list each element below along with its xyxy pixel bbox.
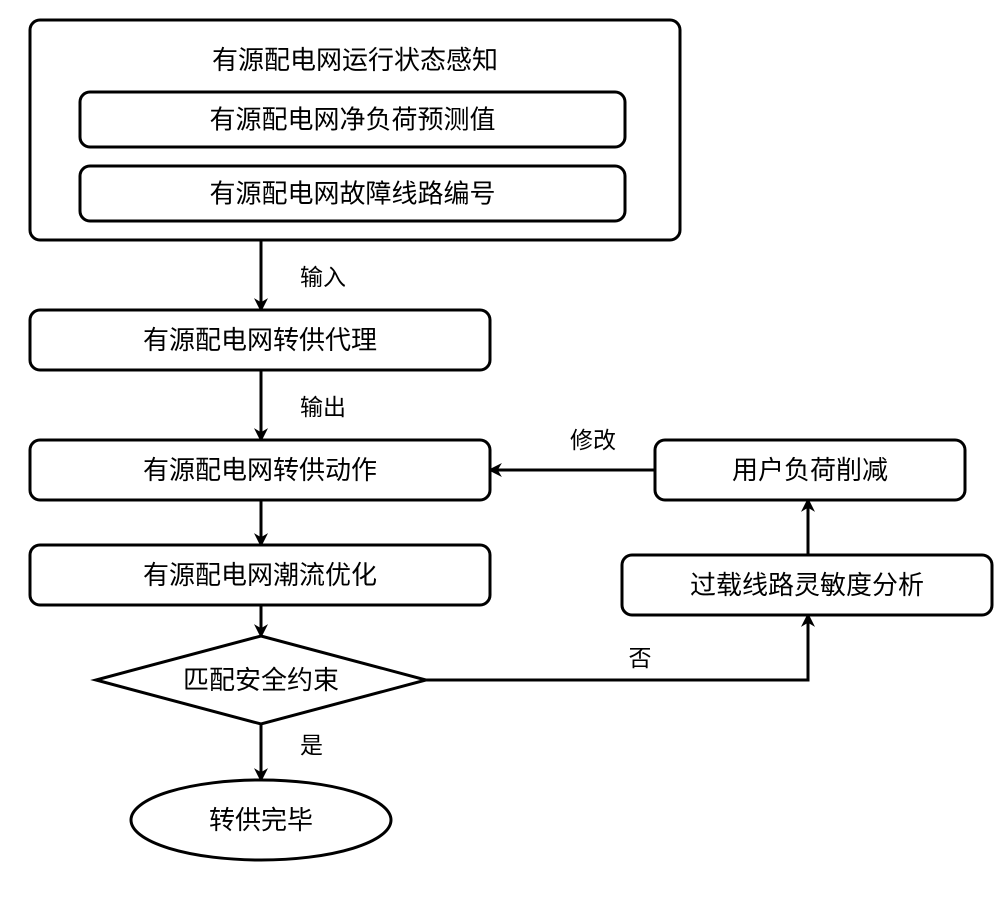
node-label-fault_line: 有源配电网故障线路编号 xyxy=(209,179,495,209)
node-agent: 有源配电网转供代理 xyxy=(30,310,490,370)
node-label-sensitivity: 过载线路灵敏度分析 xyxy=(690,570,924,600)
node-sensitivity: 过载线路灵敏度分析 xyxy=(622,555,992,615)
node-label-net_load: 有源配电网净负荷预测值 xyxy=(209,105,495,135)
node-net_load: 有源配电网净负荷预测值 xyxy=(80,92,625,147)
node-label-done: 转供完毕 xyxy=(209,805,313,835)
node-label-agent: 有源配电网转供代理 xyxy=(143,325,377,355)
node-load_shed: 用户负荷削减 xyxy=(655,440,965,500)
node-label-load_shed: 用户负荷削减 xyxy=(732,455,888,485)
node-flow_opt: 有源配电网潮流优化 xyxy=(30,545,490,605)
edge-decision-sensitivity xyxy=(426,615,808,680)
nodes: 有源配电网运行状态感知有源配电网净负荷预测值有源配电网故障线路编号有源配电网转供… xyxy=(30,20,992,860)
node-label-action: 有源配电网转供动作 xyxy=(143,455,377,485)
flowchart: 输入输出是否修改有源配电网运行状态感知有源配电网净负荷预测值有源配电网故障线路编… xyxy=(0,0,1000,902)
node-decision: 匹配安全约束 xyxy=(96,636,426,724)
edge-label-perception_container-agent: 输入 xyxy=(300,264,346,290)
edge-label-decision-sensitivity: 否 xyxy=(629,645,652,671)
node-done: 转供完毕 xyxy=(131,780,391,860)
node-action: 有源配电网转供动作 xyxy=(30,440,490,500)
edge-label-decision-done: 是 xyxy=(300,732,323,758)
node-label-flow_opt: 有源配电网潮流优化 xyxy=(143,560,377,590)
edge-label-agent-action: 输出 xyxy=(300,394,346,420)
node-label-decision: 匹配安全约束 xyxy=(183,665,339,695)
edge-label-load_shed-action: 修改 xyxy=(570,427,616,453)
node-label-perception_container: 有源配电网运行状态感知 xyxy=(212,45,498,75)
node-fault_line: 有源配电网故障线路编号 xyxy=(80,166,625,221)
